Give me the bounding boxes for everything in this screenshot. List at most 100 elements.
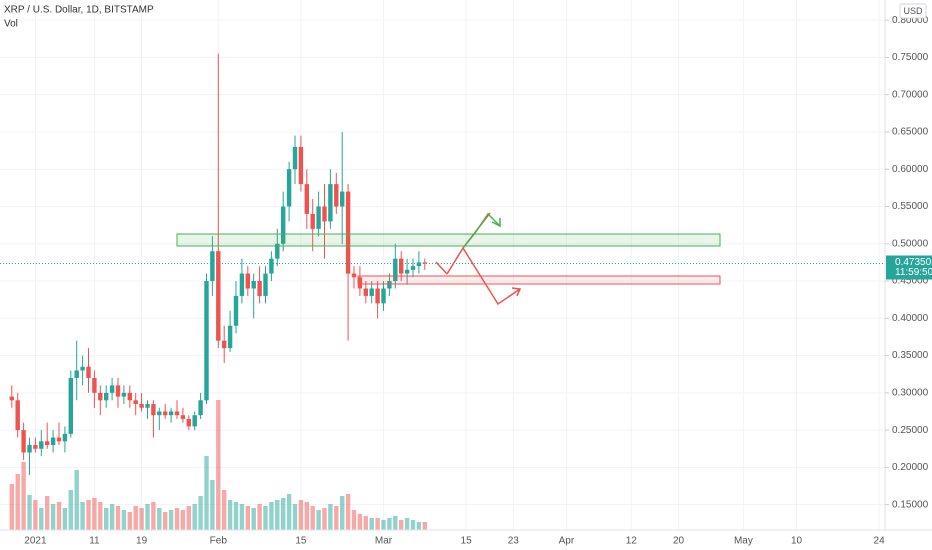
- volume-bar: [222, 490, 227, 530]
- y-tick-label: 0.80000: [892, 15, 929, 26]
- candle-body: [9, 396, 14, 401]
- volume-bar: [275, 500, 280, 530]
- candle-body: [157, 411, 162, 416]
- volume-bar: [74, 470, 79, 530]
- volume-bar: [104, 508, 109, 530]
- x-tick-label: Apr: [559, 536, 575, 547]
- volume-bar: [115, 506, 121, 530]
- y-tick-label: 0.55000: [892, 201, 929, 212]
- drawings: [176, 212, 721, 306]
- volume-bar: [133, 506, 138, 530]
- y-tick-label: 0.60000: [892, 164, 929, 175]
- candle-body: [39, 441, 44, 449]
- candle-body: [245, 273, 250, 289]
- candle-body: [316, 206, 321, 229]
- volume-bar: [416, 522, 422, 530]
- x-tick-label: 10: [791, 536, 803, 547]
- candle-body: [121, 392, 127, 397]
- candle-body: [393, 258, 398, 282]
- candle-body: [62, 433, 68, 442]
- grid: [0, 0, 885, 530]
- volume-bar: [98, 502, 103, 530]
- x-tick-label: 20: [673, 536, 685, 547]
- volume-bar: [404, 518, 410, 530]
- candle-body: [410, 266, 416, 270]
- volume-bar: [410, 520, 416, 530]
- volume-bar: [163, 512, 168, 530]
- candle-body: [334, 184, 339, 207]
- candle-body: [239, 273, 245, 296]
- volume-bar: [292, 504, 298, 530]
- volume-bar: [304, 502, 309, 530]
- volume-bar: [381, 520, 386, 530]
- x-tick-label: 11: [89, 536, 100, 547]
- last-price-box: [886, 255, 932, 280]
- volume-bar: [145, 504, 150, 530]
- candle-body: [198, 400, 203, 416]
- volume-bar: [340, 496, 345, 530]
- candle-body: [375, 288, 380, 304]
- y-tick-label: 0.15000: [892, 499, 929, 510]
- candle-body: [233, 295, 239, 326]
- y-tick-label: 0.70000: [892, 89, 929, 100]
- arrow-head: [491, 218, 501, 228]
- candle-body: [21, 430, 26, 453]
- volume-bar: [127, 512, 132, 530]
- y-tick-label: 0.45000: [892, 276, 929, 287]
- candle-body: [422, 262, 427, 264]
- candle-body: [109, 385, 115, 393]
- candle-body: [216, 251, 221, 341]
- countdown-label: 11:59:50: [895, 267, 932, 278]
- candle-body: [369, 288, 374, 296]
- volume-bar: [121, 510, 127, 530]
- volume-bar: [257, 504, 262, 530]
- candle-body: [322, 206, 327, 222]
- volume-bar: [45, 496, 50, 530]
- axes: 0.15000 0.20000 0.25000 0.30000 0.35000 0.400…: [0, 15, 932, 547]
- candle-body: [269, 258, 274, 274]
- volume-bar: [168, 510, 174, 530]
- currency-box: [899, 3, 927, 19]
- candle-body: [304, 184, 309, 214]
- candle-body: [251, 281, 256, 289]
- x-tick-label: 19: [136, 536, 148, 547]
- y-tick-label: 0.20000: [892, 462, 929, 473]
- volume-bar: [316, 510, 321, 530]
- candle-body: [363, 288, 368, 296]
- candle-body: [404, 269, 410, 274]
- candle-body: [80, 366, 85, 371]
- candle-body: [92, 377, 97, 393]
- bull-arrow: [462, 212, 501, 249]
- volume-bar: [286, 494, 292, 530]
- candle-body: [204, 281, 209, 401]
- candle-body: [210, 251, 215, 282]
- x-tick-label: 24: [874, 536, 886, 547]
- candle-body: [328, 184, 333, 222]
- candle-body: [381, 288, 386, 304]
- volume-bar: [227, 500, 233, 530]
- x-tick-label: 15: [295, 536, 307, 547]
- arrow-head: [511, 287, 522, 297]
- volume-bar: [62, 508, 68, 530]
- volume-bar: [298, 500, 304, 530]
- symbol-title: XRP / U.S. Dollar, 1D, BITSTAMP: [4, 5, 154, 16]
- volume-bar: [233, 502, 239, 530]
- volume-bar: [56, 502, 62, 530]
- candle-body: [33, 445, 38, 449]
- last-price-label: 0.47350: [895, 257, 932, 268]
- volume-bar: [363, 516, 368, 530]
- candle-body: [168, 411, 174, 416]
- volume-bar: [21, 462, 26, 530]
- candle-body: [56, 437, 62, 442]
- currency: USD: [903, 6, 923, 16]
- volume-bar: [68, 490, 73, 530]
- volume-bar: [80, 502, 85, 530]
- candle-body: [115, 385, 121, 397]
- volume-bar: [375, 518, 380, 530]
- x-tick-label: 2021: [24, 536, 47, 547]
- x-tick-label: Mar: [375, 536, 393, 547]
- volume-bar: [15, 474, 20, 530]
- volume-bar: [50, 504, 56, 530]
- candle-body: [74, 370, 79, 378]
